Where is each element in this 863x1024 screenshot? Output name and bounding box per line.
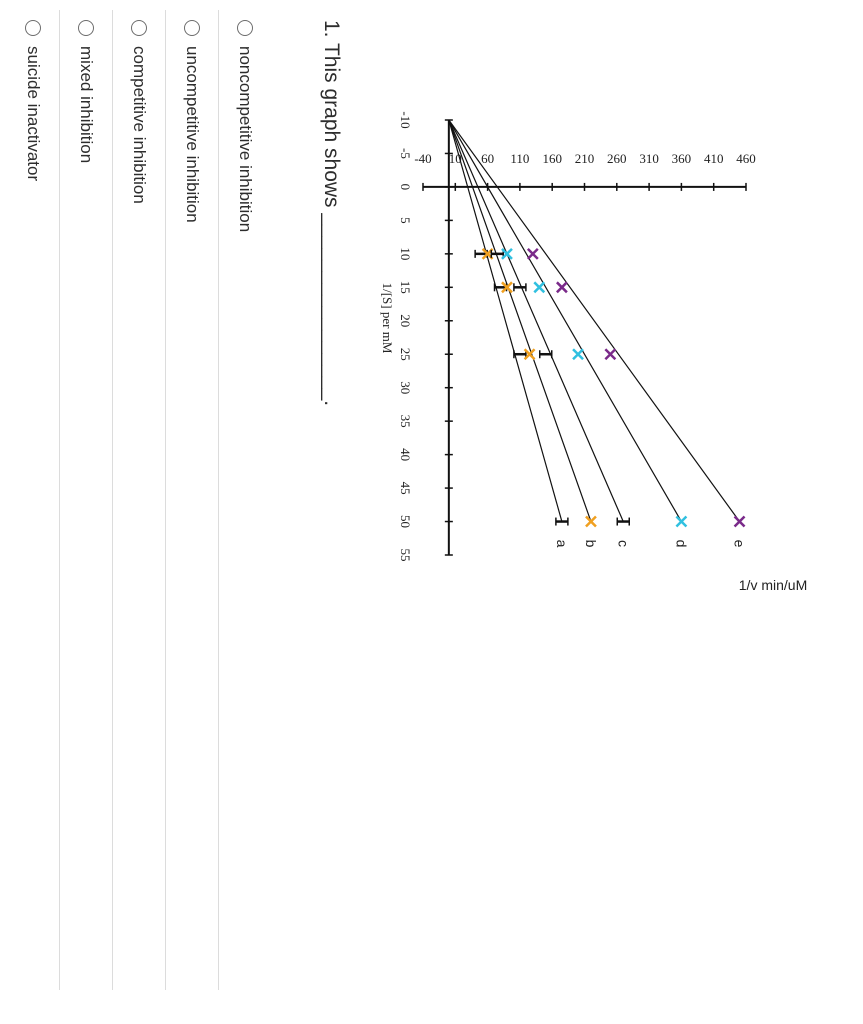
option-label: noncompetitive inhibition (236, 46, 255, 233)
answer-options: noncompetitive inhibition uncompetitive … (7, 10, 271, 990)
marker-d (501, 247, 513, 260)
question-text: 1. This graph shows ________________. (320, 20, 343, 407)
option-label: uncompetitive inhibition (183, 46, 202, 223)
x-tick-label: -10 (398, 111, 413, 128)
option-label: suicide inactivator (24, 46, 43, 182)
series-label-d: d (673, 540, 689, 548)
x-tick-label: 40 (398, 448, 413, 461)
x-tick-label: 50 (398, 515, 413, 528)
x-tick-label: 10 (398, 247, 413, 260)
marker-e (526, 247, 539, 260)
series-line-d (448, 119, 682, 522)
x-tick-label: 35 (398, 415, 413, 428)
marker-d (572, 348, 584, 361)
marker-b (585, 515, 597, 528)
y-tick-label: 360 (672, 151, 692, 166)
x-tick-label: 30 (398, 381, 413, 394)
series-label-b: b (583, 540, 599, 548)
x-axis-label: 1/[S] per mM (380, 283, 395, 354)
series-lines (448, 119, 741, 522)
x-tick-label: 55 (398, 549, 413, 562)
option-label: mixed inhibition (77, 46, 96, 164)
option-suicide-inactivator[interactable]: suicide inactivator (7, 10, 60, 990)
x-tick-label: 5 (398, 217, 413, 224)
option-uncompetitive[interactable]: uncompetitive inhibition (166, 10, 219, 990)
marker-d (533, 281, 546, 294)
x-tick-label: 25 (398, 348, 413, 361)
y-tick-label: 460 (736, 151, 756, 166)
y-tick-label: 110 (510, 151, 529, 166)
radio-button[interactable] (131, 20, 147, 36)
radio-button[interactable] (78, 20, 94, 36)
y-tick-label: 60 (481, 151, 494, 166)
x-tick-label: 45 (398, 482, 413, 495)
marker-e (556, 281, 568, 294)
x-tick-label: 15 (398, 281, 413, 294)
series-line-a (448, 119, 563, 522)
marker-e (733, 515, 746, 528)
marker-b (523, 348, 536, 361)
y-tick-label: 210 (575, 151, 595, 166)
marker-d (675, 515, 688, 528)
y-axis-label: 1/v min/uM (739, 577, 807, 593)
y-tick-label: 260 (607, 151, 627, 166)
y-tick-label: -40 (414, 151, 431, 166)
series-label-a: a (554, 540, 570, 548)
series-line-e (448, 119, 741, 522)
series-label-e: e (732, 540, 748, 548)
option-competitive[interactable]: competitive inhibition (113, 10, 166, 990)
y-tick-label: 410 (704, 151, 724, 166)
option-mixed[interactable]: mixed inhibition (60, 10, 113, 990)
marker-b (501, 281, 513, 294)
series-line-b (448, 119, 592, 522)
option-label: competitive inhibition (130, 46, 149, 204)
series-line-c (448, 119, 624, 522)
option-noncompetitive[interactable]: noncompetitive inhibition (219, 10, 271, 990)
series-label-c: c (615, 540, 631, 547)
radio-button[interactable] (237, 20, 253, 36)
series-markers: a b c d e (474, 247, 748, 548)
x-tick-label: 20 (398, 314, 413, 327)
marker-e (604, 348, 617, 361)
radio-button[interactable] (25, 20, 41, 36)
y-tick-label: 310 (639, 151, 659, 166)
y-tick-label: 160 (542, 151, 562, 166)
x-tick-label: 0 (398, 184, 413, 191)
x-tick-label: -5 (398, 148, 413, 159)
radio-button[interactable] (184, 20, 200, 36)
